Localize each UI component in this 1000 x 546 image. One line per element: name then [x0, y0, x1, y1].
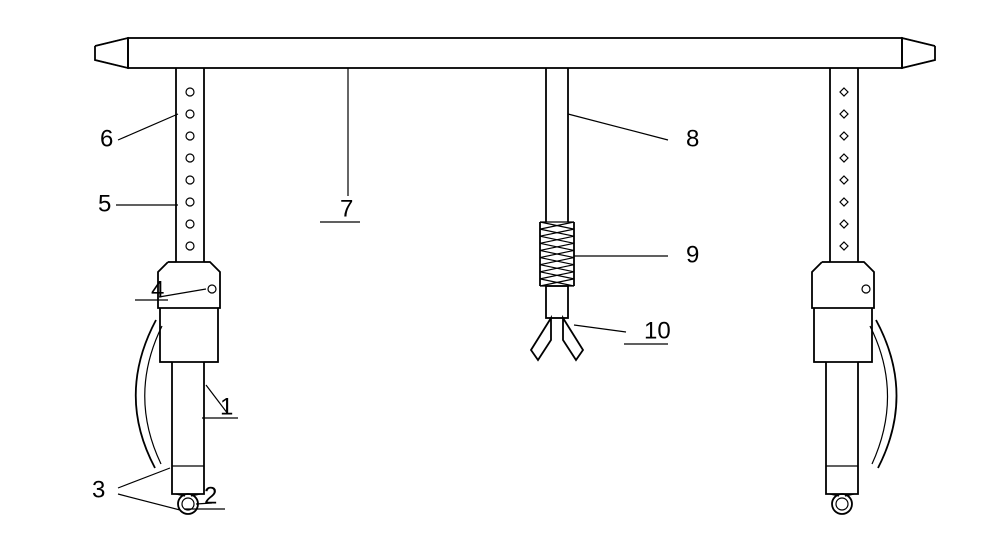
label-text: 1 — [220, 393, 233, 420]
callout-3: 3 — [92, 468, 180, 510]
pin-hole — [862, 285, 870, 293]
callout-6: 6 — [100, 114, 178, 152]
leader-line — [574, 325, 626, 332]
label-text: 2 — [204, 482, 217, 509]
leader-line — [118, 494, 180, 510]
adjust-hole — [840, 110, 848, 118]
adjust-hole — [840, 132, 848, 140]
adjust-hole — [840, 198, 848, 206]
leader-line — [118, 468, 170, 488]
adjust-hole — [186, 88, 194, 96]
adjust-hole — [186, 132, 194, 140]
callout-8: 8 — [568, 114, 699, 152]
adjust-hole — [840, 154, 848, 162]
leader-line — [159, 289, 206, 297]
wheel — [178, 494, 198, 514]
adjust-hole — [186, 242, 194, 250]
adjust-hole — [186, 176, 194, 184]
adjust-hole — [186, 198, 194, 206]
adjust-hole — [186, 110, 194, 118]
label-text: 8 — [686, 125, 699, 152]
leader-line — [118, 114, 178, 140]
leader-line — [568, 114, 668, 140]
diagram-canvas: 6 5 4 1 2 3 7 8 9 10 — [0, 0, 1000, 546]
callout-9: 9 — [574, 241, 699, 268]
callout-5: 5 — [98, 190, 178, 217]
claw-right — [563, 318, 583, 360]
label-text: 9 — [686, 241, 699, 268]
adjust-hole — [840, 242, 848, 250]
adjust-hole — [840, 176, 848, 184]
pin-hole — [208, 285, 216, 293]
label-text: 3 — [92, 476, 105, 503]
left-leg — [136, 68, 220, 514]
callout-4: 4 — [135, 276, 206, 303]
callout-1: 1 — [202, 385, 238, 420]
adjust-hole — [840, 220, 848, 228]
adjust-hole — [186, 220, 194, 228]
adjust-hole — [840, 88, 848, 96]
right-leg — [812, 68, 897, 514]
wheel — [832, 494, 852, 514]
label-text: 4 — [151, 276, 164, 303]
label-text: 7 — [340, 195, 353, 222]
callout-2: 2 — [184, 482, 225, 509]
label-text: 5 — [98, 190, 111, 217]
callout-10: 10 — [574, 317, 671, 344]
top-beam — [95, 38, 935, 68]
label-text: 6 — [100, 125, 113, 152]
claw-left — [531, 318, 551, 360]
collar — [546, 286, 568, 318]
adjust-hole — [186, 154, 194, 162]
label-text: 10 — [644, 317, 671, 344]
center-arm — [531, 68, 583, 360]
callout-7: 7 — [320, 68, 360, 222]
